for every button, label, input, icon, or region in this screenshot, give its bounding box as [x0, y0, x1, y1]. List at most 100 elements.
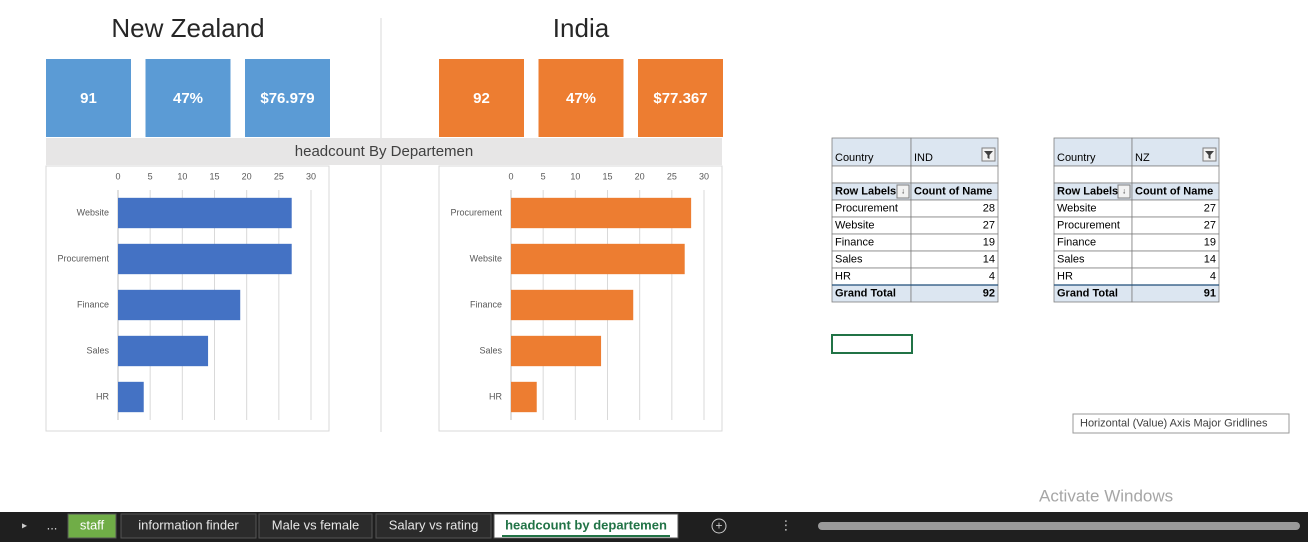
category-label: Website	[77, 207, 109, 217]
panel-title: India	[553, 13, 610, 43]
pivot-row-value: 27	[1204, 202, 1216, 214]
x-tick-label: 0	[508, 171, 513, 181]
pivot-row-value: 19	[1204, 236, 1216, 248]
sort-button[interactable]	[1117, 184, 1131, 199]
pivot-row-value: 27	[1204, 219, 1216, 231]
x-tick-label: 5	[541, 171, 546, 181]
sheet-tab[interactable]	[67, 513, 117, 539]
x-tick-label: 10	[570, 171, 580, 181]
menu-dots[interactable]: ⋮	[780, 517, 793, 532]
kpi-tile	[245, 59, 330, 137]
pivot-cell	[831, 137, 912, 167]
sheet-tab-label: headcount by departemen	[505, 517, 667, 532]
bar	[511, 289, 634, 321]
pivot-cell	[910, 165, 999, 184]
kpi-value: 47%	[566, 90, 596, 107]
sheet-tab-label: Salary vs rating	[389, 517, 479, 532]
sheet-tab[interactable]	[258, 513, 373, 539]
pivot-row-value: 28	[983, 202, 995, 214]
x-tick-label: 10	[177, 171, 187, 181]
filter-icon	[984, 151, 993, 159]
kpi-tile	[439, 59, 524, 137]
x-tick-label: 5	[148, 171, 153, 181]
filter-icon	[1205, 151, 1214, 159]
category-label: Sales	[479, 345, 502, 355]
pivot-cell	[1053, 137, 1133, 167]
scroll-arrow[interactable]: ▸	[22, 521, 27, 532]
tooltip	[1072, 413, 1290, 434]
kpi-tile	[46, 59, 131, 137]
add-sheet[interactable]	[711, 518, 727, 534]
pivot-cell	[910, 267, 999, 286]
kpi-value: $76.979	[260, 90, 314, 107]
pivot-cell	[1131, 267, 1220, 286]
pivot-header: Count of Name	[914, 185, 992, 197]
bar	[118, 381, 144, 413]
pivot-row-label: Procurement	[835, 202, 898, 214]
x-tick-label: 20	[242, 171, 252, 181]
category-label: HR	[96, 391, 109, 401]
pivot-row-label: Sales	[1057, 253, 1085, 265]
panel-title: New Zealand	[111, 13, 264, 43]
pivot-filter-value: IND	[914, 152, 933, 164]
x-tick-label: 30	[699, 171, 709, 181]
pivot-cell	[831, 165, 912, 184]
pivot-cell	[1053, 165, 1133, 184]
bar	[511, 197, 692, 229]
pivot-row-value: 14	[1204, 253, 1216, 265]
watermark-title: Activate Windows	[1039, 486, 1173, 505]
category-label: Finance	[470, 299, 502, 309]
sheet-tab[interactable]	[375, 513, 492, 539]
kpi-value: 47%	[173, 90, 203, 107]
pivot-row-value: 4	[1210, 270, 1216, 282]
bar	[118, 243, 292, 275]
pivot-row-label: Finance	[835, 236, 874, 248]
tab-overflow[interactable]: ...	[47, 517, 58, 532]
pivot-total-label: Grand Total	[835, 287, 896, 299]
pivot-total-value: 92	[983, 287, 995, 299]
kpi-tile	[538, 59, 624, 137]
pivot-filter-label: Country	[835, 152, 874, 164]
banner	[46, 138, 722, 165]
category-label: Sales	[86, 345, 109, 355]
x-tick-label: 15	[602, 171, 612, 181]
add-sheet-plus: +	[715, 519, 722, 533]
bar	[118, 289, 241, 321]
pivot-row-label: Sales	[835, 253, 863, 265]
kpi-value: 92	[473, 90, 490, 107]
bar	[118, 197, 292, 229]
tooltip-text: Horizontal (Value) Axis Major Gridlines	[1080, 417, 1268, 429]
scrollbar[interactable]	[818, 522, 1300, 530]
kpi-value: $77.367	[653, 90, 707, 107]
pivot-row-label: Website	[1057, 202, 1097, 214]
category-label: HR	[489, 391, 502, 401]
pivot-row-value: 27	[983, 219, 995, 231]
pivot-header: Row Labels	[835, 185, 896, 197]
pivot-cell	[1131, 165, 1220, 184]
category-label: Procurement	[57, 253, 109, 263]
selected-cell[interactable]	[831, 334, 913, 354]
pivot-row-label: Website	[835, 219, 875, 231]
bar	[118, 335, 209, 367]
pivot-row-label: HR	[1057, 270, 1073, 282]
pivot-total-value: 91	[1204, 287, 1216, 299]
pivot-row-value: 19	[983, 236, 995, 248]
x-tick-label: 25	[667, 171, 677, 181]
pivot-filter-label: Country	[1057, 152, 1096, 164]
sheet-tab-label: information finder	[138, 517, 239, 532]
sort-button[interactable]	[896, 184, 910, 199]
sheet-tab[interactable]	[120, 513, 257, 539]
sheet-tab-label: Male vs female	[272, 517, 359, 532]
x-tick-label: 30	[306, 171, 316, 181]
x-tick-label: 25	[274, 171, 284, 181]
category-label: Website	[470, 253, 502, 263]
category-label: Finance	[77, 299, 109, 309]
pivot-row-label: Finance	[1057, 236, 1096, 248]
bar	[511, 243, 685, 275]
pivot-total-label: Grand Total	[1057, 287, 1118, 299]
sort-icon: ↓	[901, 187, 905, 196]
kpi-tile	[145, 59, 231, 137]
sheet-tab[interactable]	[493, 513, 679, 539]
